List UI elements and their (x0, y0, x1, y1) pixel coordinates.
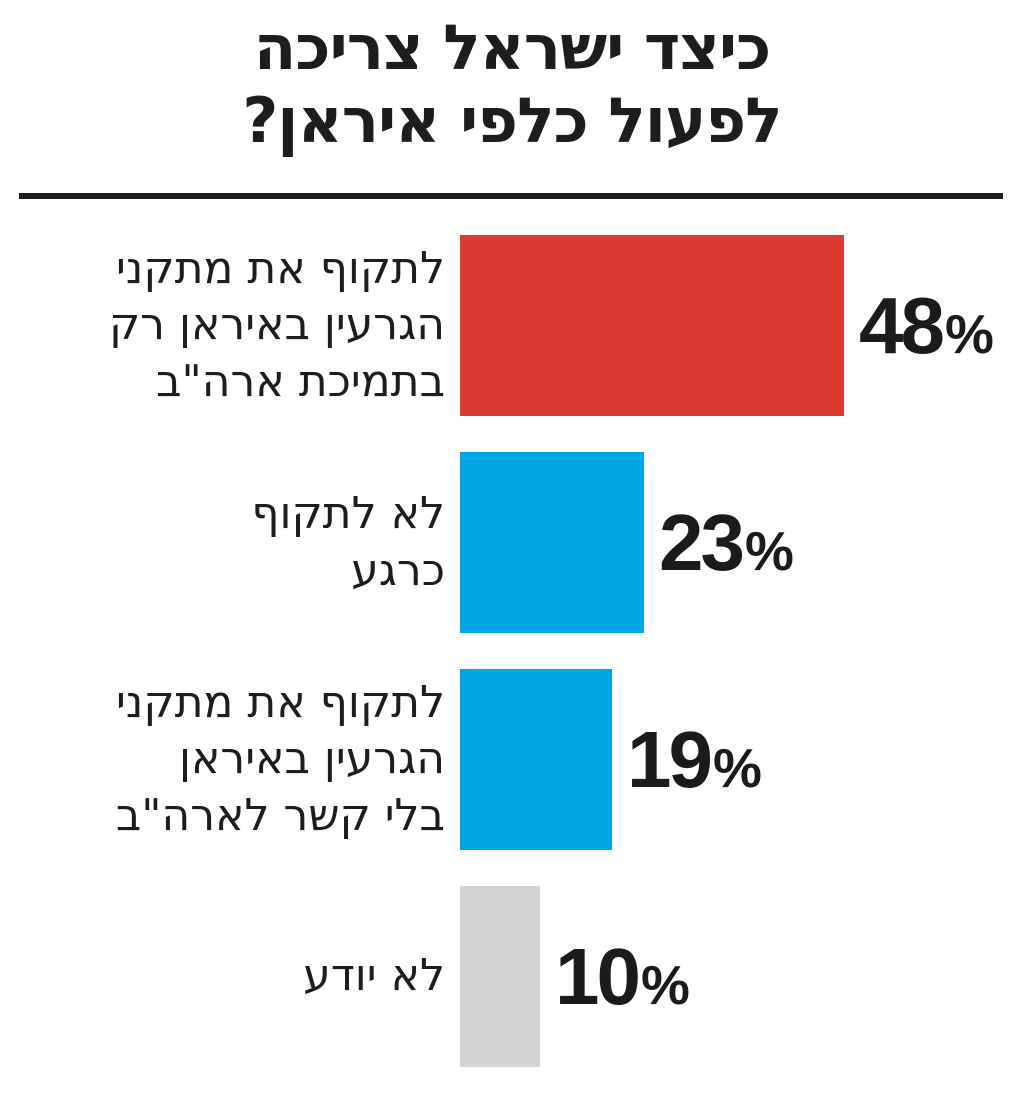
value-number: 23 (659, 497, 745, 587)
bar-category-label-text: לא לתקוף כרגע (251, 488, 445, 596)
bar-category-label: לא לתקוף כרגע (0, 452, 445, 633)
bar-category-label: לתקוף את מתקני הגרעין באיראן רק בתמיכת א… (0, 235, 445, 416)
bar-value-text: 48% (859, 280, 994, 372)
bar-value: 48% (859, 235, 994, 416)
percent-sign: % (640, 953, 690, 1016)
bar-chart: לתקוף את מתקני הגרעין באיראן רק בתמיכת א… (0, 235, 1024, 1068)
bar-category-label-text: לתקוף את מתקני הגרעין באיראן בלי קשר לאר… (115, 677, 445, 841)
bar (460, 669, 612, 851)
bar-value-text: 23% (659, 497, 794, 589)
value-number: 10 (555, 931, 641, 1021)
percent-sign: % (944, 302, 994, 365)
bar (460, 452, 644, 634)
value-number: 48 (859, 280, 945, 370)
title-separator (19, 193, 1003, 200)
bar-value-text: 10% (555, 931, 690, 1023)
bar-value-text: 19% (627, 714, 762, 806)
bar (460, 235, 844, 417)
percent-sign: % (712, 736, 762, 799)
bar-row: לא לתקוף כרגע 23% (0, 452, 1024, 634)
bar-category-label: לתקוף את מתקני הגרעין באיראן בלי קשר לאר… (0, 669, 445, 850)
bar-category-label: לא יודע (0, 886, 445, 1067)
bar (460, 886, 540, 1068)
bar-row: לא יודע 10% (0, 886, 1024, 1068)
bar-value: 23% (659, 452, 794, 633)
bar-value: 19% (627, 669, 762, 850)
bar-category-label-text: לתקוף את מתקני הגרעין באיראן רק בתמיכת א… (108, 243, 445, 407)
bar-row: לתקוף את מתקני הגרעין באיראן בלי קשר לאר… (0, 669, 1024, 851)
chart-title: כיצד ישראל צריכה לפעול כלפי איראן? (242, 11, 782, 157)
bar-category-label-text: לא יודע (303, 950, 445, 1002)
bar-value: 10% (555, 886, 690, 1067)
poll-infographic: כיצד ישראל צריכה לפעול כלפי איראן? לתקוף… (0, 11, 1024, 1068)
value-number: 19 (627, 714, 713, 804)
bar-row: לתקוף את מתקני הגרעין באיראן רק בתמיכת א… (0, 235, 1024, 417)
percent-sign: % (744, 519, 794, 582)
